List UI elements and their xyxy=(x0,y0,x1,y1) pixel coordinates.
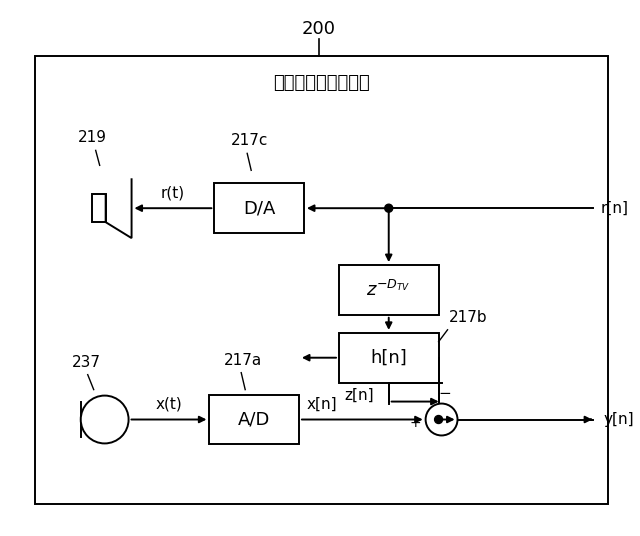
Polygon shape xyxy=(92,194,106,222)
Text: x(t): x(t) xyxy=(156,397,182,412)
Text: 237: 237 xyxy=(72,355,100,370)
Text: 217b: 217b xyxy=(449,310,487,325)
Bar xyxy=(214,183,304,233)
Circle shape xyxy=(435,415,443,423)
Text: $z^{-D_{TV}}$: $z^{-D_{TV}}$ xyxy=(367,280,411,300)
Bar xyxy=(35,56,608,504)
Circle shape xyxy=(385,204,393,212)
Circle shape xyxy=(81,396,129,443)
Bar xyxy=(209,394,299,444)
Text: テレビジョン受像機: テレビジョン受像機 xyxy=(273,73,370,92)
Bar xyxy=(339,265,438,315)
Circle shape xyxy=(426,404,458,435)
Text: x[n]: x[n] xyxy=(307,397,338,412)
Text: A/D: A/D xyxy=(238,411,270,428)
Text: +: + xyxy=(409,416,420,430)
Text: 219: 219 xyxy=(77,130,107,145)
Text: D/A: D/A xyxy=(243,199,275,217)
Text: h[n]: h[n] xyxy=(371,349,407,367)
Text: y[n]: y[n] xyxy=(603,412,634,427)
Bar xyxy=(339,333,438,383)
Text: −: − xyxy=(438,385,451,400)
Text: r[n]: r[n] xyxy=(601,200,629,215)
Text: 200: 200 xyxy=(302,20,336,38)
Text: 217c: 217c xyxy=(231,133,269,148)
Text: 217a: 217a xyxy=(224,353,262,368)
Text: z[n]: z[n] xyxy=(344,388,374,403)
Text: r(t): r(t) xyxy=(161,185,185,200)
